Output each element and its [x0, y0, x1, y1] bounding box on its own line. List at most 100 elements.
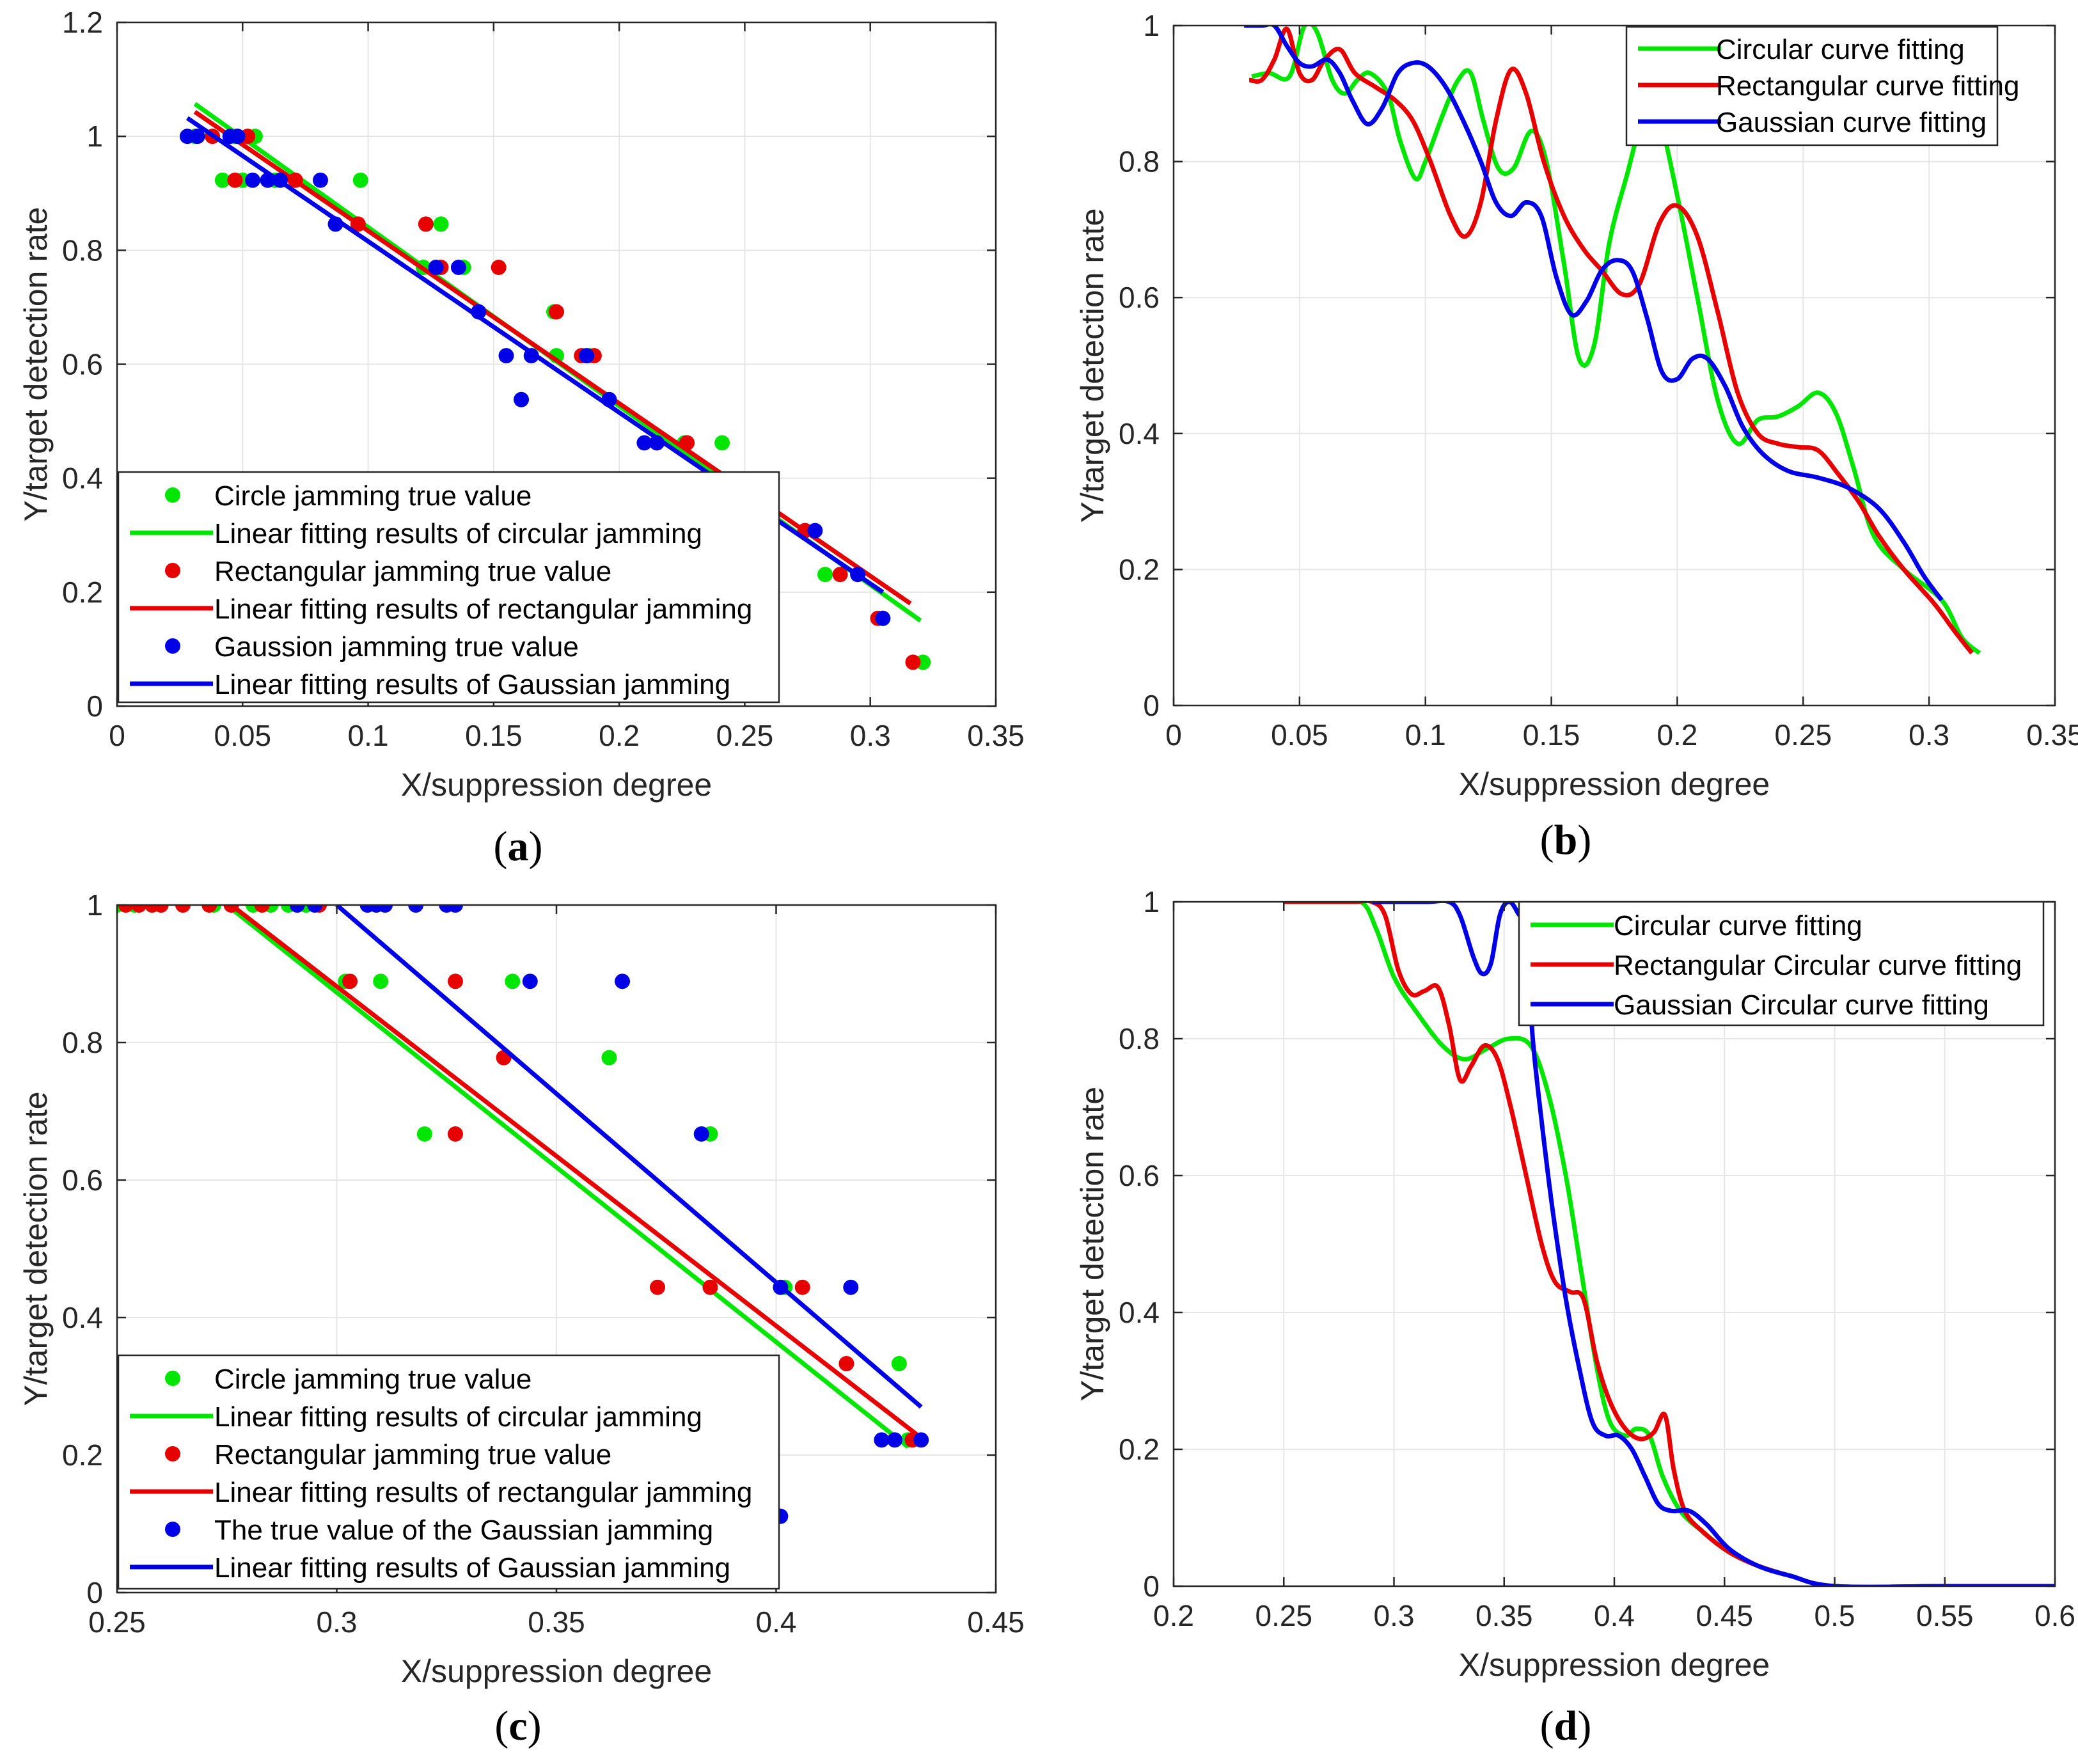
data-point-blue: [636, 435, 652, 451]
y-tick-label: 1: [86, 120, 103, 153]
caption-paren: ): [1577, 817, 1591, 863]
data-point-blue: [377, 905, 393, 913]
caption-letter: b: [1554, 817, 1578, 863]
x-tick-label: 0.2: [1153, 1599, 1194, 1632]
y-tick-label: 0.2: [62, 1438, 103, 1472]
data-point-green: [373, 973, 389, 989]
legend-label: Rectangular jamming true value: [214, 556, 611, 587]
legend-box: [117, 1354, 780, 1590]
legend-marker-green: [165, 1371, 180, 1386]
legend-marker-green: [165, 487, 180, 503]
x-tick-label: 0.1: [1405, 718, 1446, 752]
legend-label: Circle jamming true value: [214, 480, 531, 512]
y-axis-label: Y/target detection rate: [1074, 209, 1110, 523]
data-point-green: [817, 567, 833, 583]
x-tick-label: 0.5: [1814, 1599, 1855, 1632]
data-point-red: [254, 905, 270, 913]
caption-letter: a: [508, 823, 529, 870]
data-point-green: [214, 172, 230, 188]
panel-c: 0.25 0.3 0.35 0.4 0.45 0 0.2 0.4 0.6 0.8 1 X/suppre…: [18, 888, 1025, 1749]
data-point-blue: [408, 905, 424, 913]
data-point-red: [491, 260, 507, 276]
panel-d: 0.2 0.25 0.3 0.35 0.4 0.45 0.5 0.55 0.600.20.40.…: [1074, 885, 2075, 1749]
data-point-red: [131, 905, 147, 913]
y-axis-label: Y/target detection rate: [18, 207, 54, 522]
legend-label: Gaussion jamming true value: [214, 631, 579, 663]
data-point-red: [838, 1356, 854, 1372]
data-point-red: [794, 1279, 810, 1295]
legend-label: Linear fitting results of circular jammi…: [214, 1401, 702, 1433]
data-point-blue: [307, 905, 323, 913]
x-tick-label: 0: [1165, 718, 1182, 752]
y-tick-label: 0.4: [62, 462, 103, 495]
data-point-red: [201, 905, 217, 913]
legend-label: Rectangular jamming true value: [214, 1439, 611, 1470]
data-point-blue: [874, 1432, 890, 1448]
y-tick-label: 0.2: [62, 576, 103, 609]
y-tick-label: 1: [1143, 9, 1160, 42]
data-point-red: [447, 973, 463, 989]
y-tick-label: 0.8: [1119, 145, 1160, 178]
data-point-blue: [843, 1279, 859, 1295]
x-tick-label: 0: [109, 719, 125, 752]
panel-caption: (d): [1540, 1703, 1592, 1749]
x-tick-label: 0.35: [1476, 1599, 1533, 1632]
data-point-blue: [244, 172, 260, 188]
caption-paren: ): [528, 1703, 542, 1749]
data-point-blue: [514, 391, 530, 407]
x-tick-label: 0.35: [967, 719, 1025, 752]
y-tick-label: 0.6: [1119, 281, 1160, 314]
legend: Circular curve fitting Rectangular curve …: [1625, 26, 2019, 146]
legend-label: Linear fitting results of Gaussian jammi…: [214, 669, 730, 700]
data-layer: [179, 102, 931, 670]
y-tick-label: 0.6: [62, 1163, 103, 1197]
y-tick-label: 0.6: [62, 348, 103, 381]
panel-a: 0 0.05 0.1 0.15 0.2 0.25 0.3 0.35 0 0.2 0.4 0.6 0.8 1…: [18, 6, 1025, 870]
x-tick-label: 0.05: [1271, 718, 1328, 752]
x-tick-label: 0.25: [716, 719, 774, 752]
y-tick-label: 1.2: [62, 6, 103, 39]
data-point-red: [905, 654, 921, 670]
data-layer: [1244, 26, 1981, 655]
legend-label: Linear fitting results of circular jammi…: [214, 518, 702, 549]
data-point-blue: [913, 1432, 929, 1448]
data-point-green: [505, 973, 521, 989]
y-tick-label: 0.8: [1119, 1022, 1160, 1055]
legend-label: Linear fitting results of rectangular ja…: [214, 1477, 752, 1508]
curve-red: [1248, 26, 1974, 655]
y-tick-label: 0: [86, 1576, 103, 1609]
y-tick-label: 1: [1143, 885, 1160, 918]
x-tick-label: 0.6: [2035, 1599, 2075, 1632]
data-point-red: [650, 1279, 666, 1295]
data-point-red: [118, 905, 134, 913]
caption-paren: (: [494, 1703, 508, 1749]
legend-box: [117, 471, 780, 704]
legend-marker-blue: [165, 638, 180, 654]
x-tick-label: 0.35: [528, 1605, 585, 1639]
x-axis-label: X/suppression degree: [1459, 766, 1770, 802]
y-tick-label: 0: [86, 689, 103, 723]
data-point-red: [153, 905, 169, 913]
y-tick-label: 1: [86, 888, 103, 922]
y-tick-label: 0.4: [1119, 1296, 1160, 1329]
legend-label: Linear fitting results of rectangular ja…: [214, 594, 752, 625]
data-point-blue: [875, 610, 891, 626]
legend-label: Circular curve fitting: [1716, 34, 1965, 65]
legend-marker-red: [165, 1446, 180, 1461]
panel-caption: (a): [494, 823, 543, 870]
y-tick-label: 0.8: [62, 1026, 103, 1059]
legend-label: Rectangular Circular curve fitting: [1614, 950, 2022, 981]
y-tick-label: 0.2: [1119, 1433, 1160, 1466]
data-point-blue: [189, 129, 205, 145]
x-tick-label: 0.55: [1916, 1599, 1974, 1632]
y-axis-label: Y/target detection rate: [18, 1092, 54, 1406]
legend-label: Circular curve fitting: [1614, 910, 1862, 941]
data-point-green: [891, 1356, 907, 1372]
data-point-green: [416, 1126, 432, 1142]
x-tick-label: 0.3: [850, 719, 891, 752]
y-tick-label: 0: [1143, 689, 1160, 722]
data-point-green: [352, 172, 368, 188]
fit-line-green: [225, 905, 909, 1449]
curve-blue: [1244, 26, 1944, 602]
data-point-red: [832, 567, 848, 583]
